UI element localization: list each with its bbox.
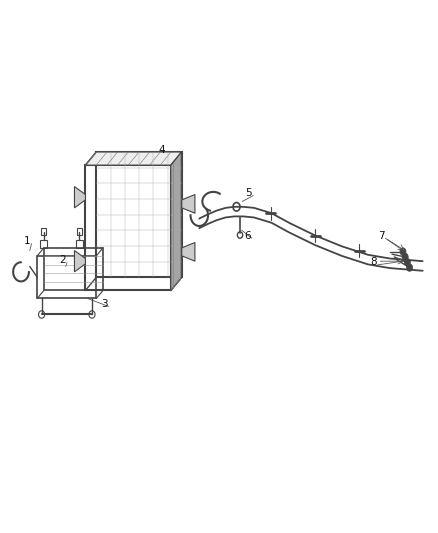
Text: 3: 3 [101, 299, 108, 309]
Bar [85, 165, 171, 290]
Circle shape [406, 264, 413, 271]
Polygon shape [182, 195, 195, 213]
Polygon shape [74, 187, 85, 208]
Polygon shape [74, 251, 85, 272]
Circle shape [404, 259, 410, 266]
Text: 8: 8 [370, 257, 377, 267]
Bar [41, 228, 46, 235]
Circle shape [402, 253, 408, 261]
Polygon shape [182, 243, 195, 261]
Bar [44, 248, 103, 290]
Text: 7: 7 [378, 231, 385, 240]
Polygon shape [85, 152, 182, 165]
Bar [37, 256, 96, 298]
Circle shape [400, 248, 406, 255]
Bar [77, 228, 82, 235]
Text: 4: 4 [159, 146, 166, 155]
Text: 6: 6 [244, 231, 251, 240]
Bar [76, 240, 83, 248]
Polygon shape [171, 152, 182, 290]
Text: 2: 2 [59, 255, 66, 265]
Bar [40, 240, 47, 248]
Text: 1: 1 [24, 236, 31, 246]
Text: 5: 5 [245, 188, 252, 198]
Bar [96, 152, 182, 277]
